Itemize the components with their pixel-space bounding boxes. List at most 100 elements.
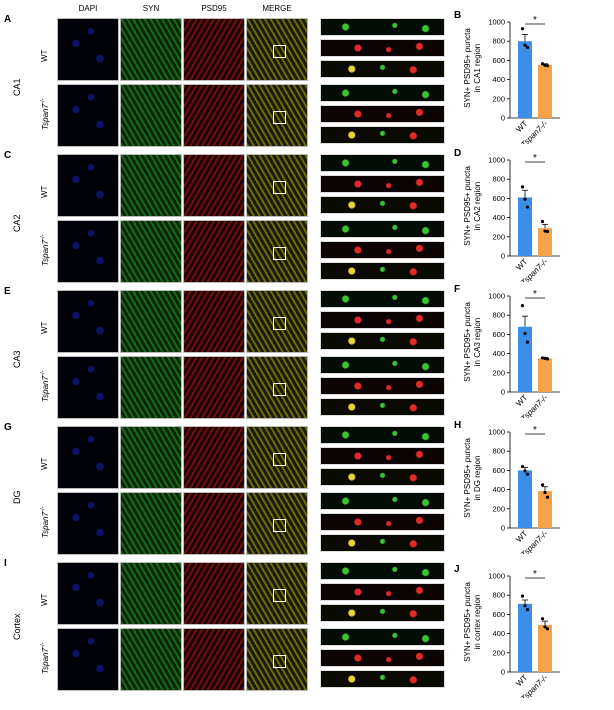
zoom-crop-psd95-wt <box>320 583 445 601</box>
genotype-label-wt: WT <box>40 185 49 198</box>
zoom-crop-psd95-wt <box>320 175 445 193</box>
y-tick-label: 800 <box>492 37 505 46</box>
bar-ko <box>538 358 552 392</box>
data-point <box>520 594 525 598</box>
zoom-crop-merge-ko <box>320 126 445 144</box>
zoom-box-outline <box>273 589 286 602</box>
data-point <box>543 356 547 360</box>
zoom-crop-syn-ko <box>320 356 445 374</box>
data-point <box>545 64 550 68</box>
column-header-dapi: DAPI <box>78 4 98 13</box>
genotype-label-wt: WT <box>40 321 49 334</box>
genotype-label-ko: Tspan7-/- <box>40 642 50 674</box>
data-point <box>540 483 545 487</box>
y-axis-label-line1: SYN+ PSD95+ puncta <box>463 302 472 382</box>
zoom-crop-psd95-ko <box>320 649 445 667</box>
y-tick-label: 1000 <box>488 292 505 301</box>
zoom-crop-merge-wt <box>320 332 445 350</box>
micrograph-psd95-wt <box>183 426 245 489</box>
y-axis-label-line2: in DG region <box>473 456 482 501</box>
micrograph-merge-wt <box>246 426 308 489</box>
region-label-ca1: CA1 <box>12 78 22 96</box>
significance-star: * <box>533 289 537 300</box>
region-label-ca2: CA2 <box>12 214 22 232</box>
bar-ko <box>538 491 552 528</box>
y-tick-label: 0 <box>501 114 505 123</box>
zoom-box-outline <box>273 655 286 668</box>
bar-wt <box>518 326 532 392</box>
column-header-psd95: PSD95 <box>201 4 227 13</box>
micrograph-merge-wt <box>246 290 308 353</box>
micrograph-dapi-ko <box>57 356 119 419</box>
genotype-label-ko: Tspan7-/- <box>40 506 50 538</box>
y-tick-label: 600 <box>492 194 505 203</box>
micrograph-psd95-ko <box>183 84 245 147</box>
micrograph-merge-ko <box>246 220 308 283</box>
zoom-crop-merge-ko <box>320 670 445 688</box>
zoom-box-outline <box>273 519 286 532</box>
panel-letter-c: C <box>4 150 12 161</box>
y-axis-label-line2: in CA1 region <box>473 44 482 92</box>
zoom-crop-psd95-wt <box>320 447 445 465</box>
y-tick-label: 400 <box>492 75 505 84</box>
zoom-crop-syn-wt <box>320 426 445 444</box>
micrograph-syn-wt <box>120 154 182 217</box>
data-point <box>523 331 527 336</box>
bar-wt <box>518 197 532 256</box>
micrograph-dapi-wt <box>57 154 119 217</box>
zoom-crop-merge-wt <box>320 60 445 78</box>
category-label-wt: WT <box>514 119 529 134</box>
zoom-box-outline <box>273 111 286 124</box>
micrograph-dapi-wt <box>57 562 119 625</box>
chart-panel-letter: B <box>454 10 461 21</box>
y-tick-label: 600 <box>492 466 505 475</box>
zoom-crop-syn-ko <box>320 84 445 102</box>
bar-ko <box>538 64 552 118</box>
zoom-crop-merge-ko <box>320 398 445 416</box>
data-point <box>540 219 545 224</box>
genotype-label-wt: WT <box>40 593 49 606</box>
y-axis-label-line2: in CA3 region <box>473 318 482 366</box>
micrograph-syn-ko <box>120 220 182 283</box>
zoom-box-outline <box>273 45 286 58</box>
micrograph-merge-ko <box>246 628 308 691</box>
y-tick-label: 200 <box>492 94 505 103</box>
zoom-box-outline <box>273 383 286 396</box>
zoom-crop-psd95-ko <box>320 377 445 395</box>
y-tick-label: 200 <box>492 648 505 657</box>
data-point <box>525 205 530 209</box>
micrograph-dapi-ko <box>57 492 119 555</box>
data-point <box>545 627 550 631</box>
y-tick-label: 400 <box>492 629 505 638</box>
y-axis-label-line2: in CA2 region <box>473 182 482 230</box>
y-tick-label: 0 <box>501 668 505 677</box>
panel-letter-a: A <box>4 14 12 25</box>
category-label-wt: WT <box>514 257 529 272</box>
genotype-label-ko: Tspan7-/- <box>40 98 50 130</box>
panel-letter-e: E <box>4 286 11 297</box>
y-axis-label-line2: in cortex region <box>473 595 482 650</box>
genotype-label-wt: WT <box>40 49 49 62</box>
zoom-crop-merge-ko <box>320 534 445 552</box>
data-point <box>523 197 527 201</box>
data-point <box>520 27 525 31</box>
zoom-crop-syn-wt <box>320 290 445 308</box>
data-point <box>525 45 530 50</box>
y-axis-label-line1: SYN+ PSD95+ puncta <box>463 438 472 518</box>
column-header-syn: SYN <box>142 4 160 13</box>
category-label-wt: WT <box>514 393 529 408</box>
y-tick-label: 200 <box>492 232 505 241</box>
data-point <box>520 464 525 469</box>
category-label-wt: WT <box>514 673 529 688</box>
micrograph-psd95-ko <box>183 220 245 283</box>
bar-ko <box>538 624 552 672</box>
y-tick-label: 800 <box>492 175 505 184</box>
micrograph-psd95-ko <box>183 628 245 691</box>
micrograph-syn-wt <box>120 426 182 489</box>
y-tick-label: 600 <box>492 56 505 65</box>
y-tick-label: 400 <box>492 349 505 358</box>
y-tick-label: 400 <box>492 213 505 222</box>
